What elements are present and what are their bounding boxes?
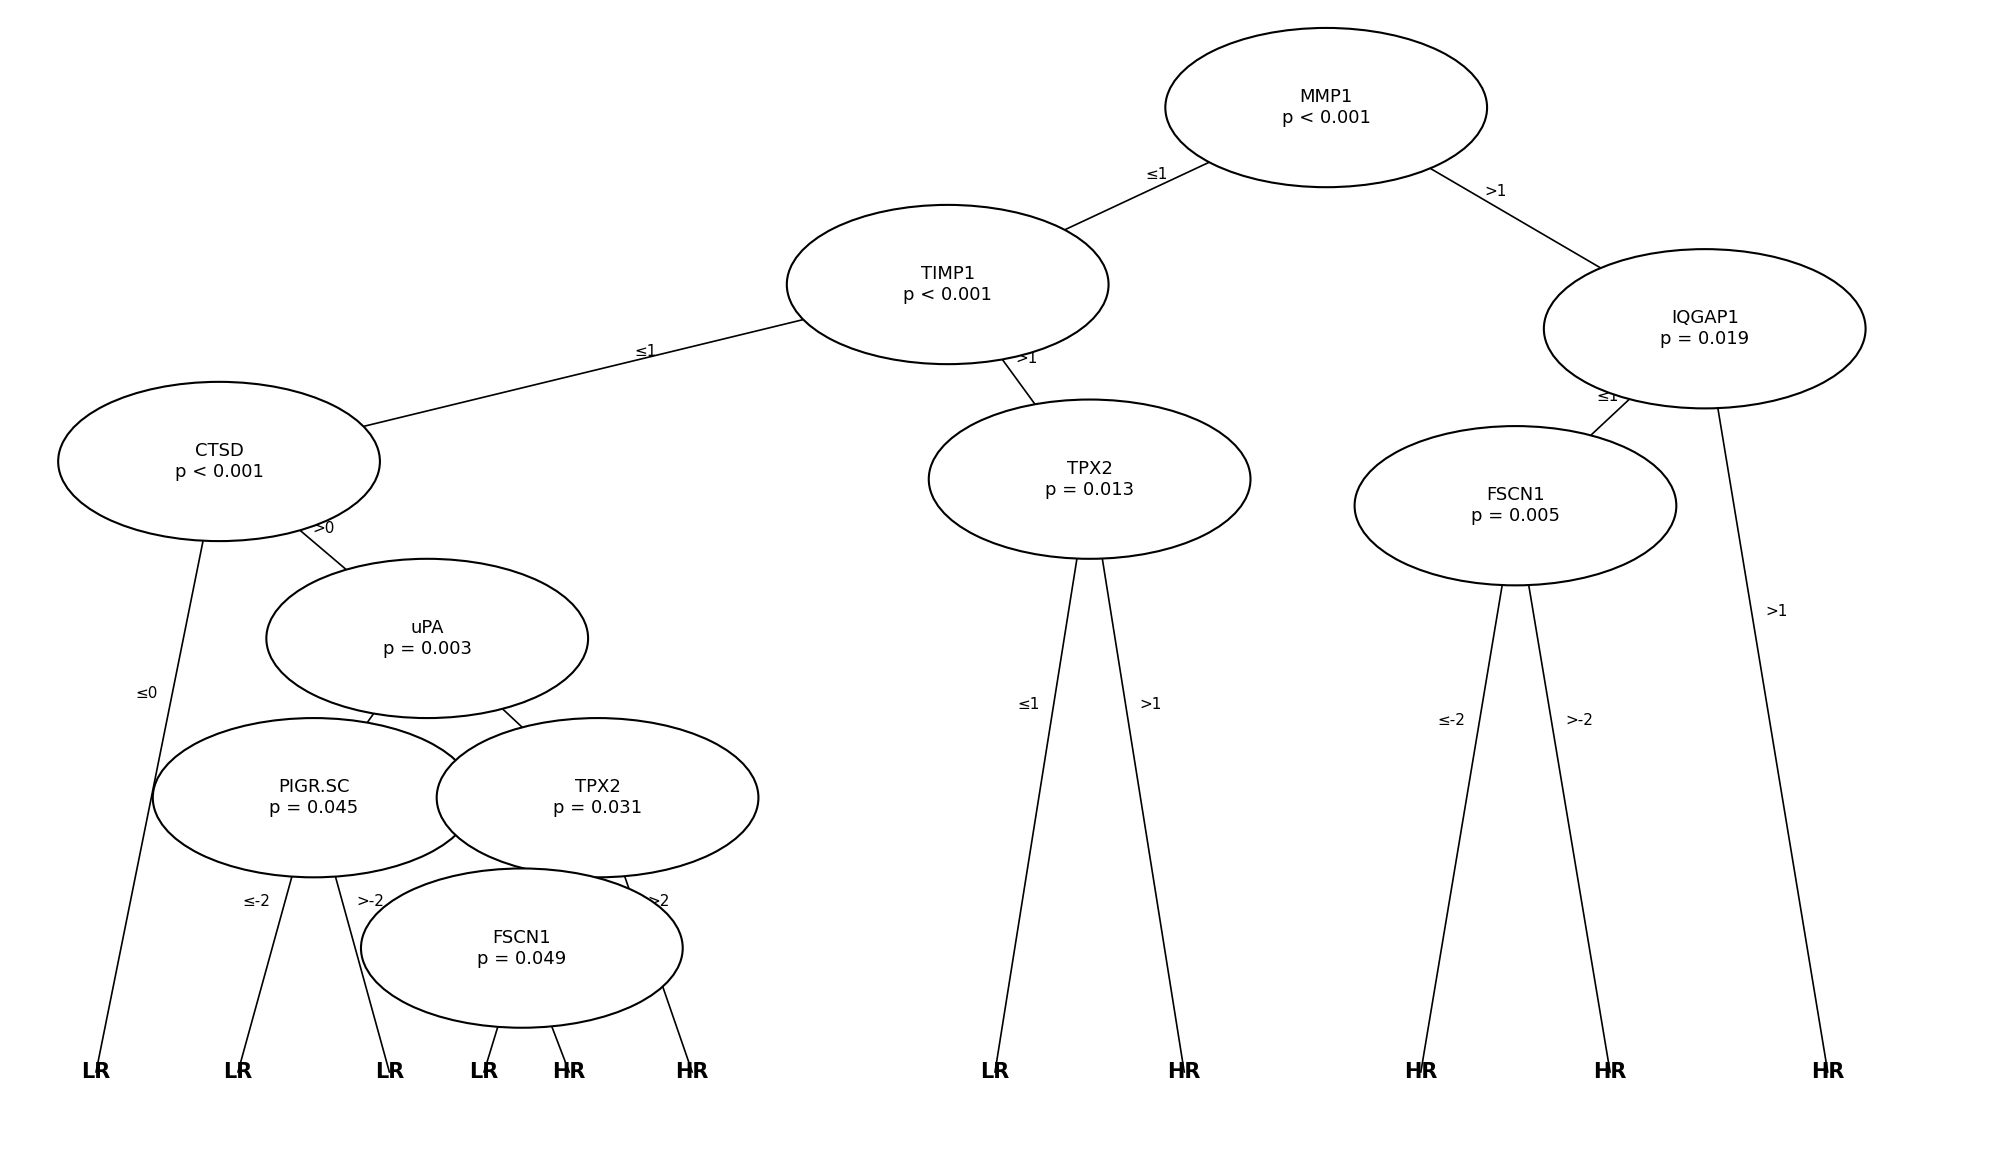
Text: TPX2
p = 0.031: TPX2 p = 0.031 <box>553 778 642 817</box>
Ellipse shape <box>1543 249 1864 408</box>
Text: >0: >0 <box>312 521 334 536</box>
Text: FSCN1
p = 0.005: FSCN1 p = 0.005 <box>1470 487 1559 525</box>
Text: >1: >1 <box>1484 184 1506 199</box>
Text: TPX2
p = 0.013: TPX2 p = 0.013 <box>1044 460 1134 498</box>
Text: ≤1: ≤1 <box>1146 167 1168 182</box>
Text: ≤1: ≤1 <box>1595 389 1617 404</box>
Text: LR: LR <box>223 1062 253 1082</box>
Text: CTSD
p < 0.001: CTSD p < 0.001 <box>175 442 263 481</box>
Text: ≤1: ≤1 <box>634 345 656 360</box>
Text: HR: HR <box>1168 1062 1199 1082</box>
Text: LR: LR <box>469 1062 499 1082</box>
Text: uPA
p = 0.003: uPA p = 0.003 <box>382 619 471 658</box>
Text: >1: >1 <box>1014 351 1038 366</box>
Ellipse shape <box>1166 28 1486 187</box>
Text: TIMP1
p < 0.001: TIMP1 p < 0.001 <box>903 265 993 304</box>
Text: HR: HR <box>1593 1062 1625 1082</box>
Ellipse shape <box>58 382 380 541</box>
Text: ≤0: ≤0 <box>348 692 370 707</box>
Text: PIGR.SC
p = 0.045: PIGR.SC p = 0.045 <box>269 778 358 817</box>
Text: >-2: >-2 <box>553 988 581 1003</box>
Text: ≤-2: ≤-2 <box>465 988 493 1003</box>
Text: MMP1
p < 0.001: MMP1 p < 0.001 <box>1281 88 1370 127</box>
Text: >0: >0 <box>505 692 529 707</box>
Text: LR: LR <box>374 1062 404 1082</box>
Text: ≤2: ≤2 <box>531 847 555 862</box>
Text: ≤-2: ≤-2 <box>1436 714 1464 729</box>
Text: HR: HR <box>1404 1062 1436 1082</box>
Text: >-2: >-2 <box>1565 714 1593 729</box>
Text: ≤1: ≤1 <box>1016 696 1038 711</box>
Text: FSCN1
p = 0.049: FSCN1 p = 0.049 <box>477 928 567 967</box>
Text: LR: LR <box>82 1062 111 1082</box>
Text: IQGAP1
p = 0.019: IQGAP1 p = 0.019 <box>1659 309 1748 348</box>
Ellipse shape <box>267 559 589 718</box>
Text: >1: >1 <box>1764 604 1788 619</box>
Text: >-2: >-2 <box>356 895 384 910</box>
Text: LR: LR <box>981 1062 1008 1082</box>
Ellipse shape <box>786 205 1108 364</box>
Text: HR: HR <box>1810 1062 1844 1082</box>
Ellipse shape <box>153 718 473 877</box>
Text: ≤-2: ≤-2 <box>243 895 271 910</box>
Text: HR: HR <box>674 1062 708 1082</box>
Text: >2: >2 <box>646 895 670 910</box>
Text: ≤0: ≤0 <box>135 686 157 701</box>
Text: HR: HR <box>553 1062 585 1082</box>
Ellipse shape <box>436 718 758 877</box>
Ellipse shape <box>360 868 682 1027</box>
Ellipse shape <box>1355 427 1675 586</box>
Ellipse shape <box>929 400 1249 559</box>
Text: >1: >1 <box>1140 696 1162 711</box>
